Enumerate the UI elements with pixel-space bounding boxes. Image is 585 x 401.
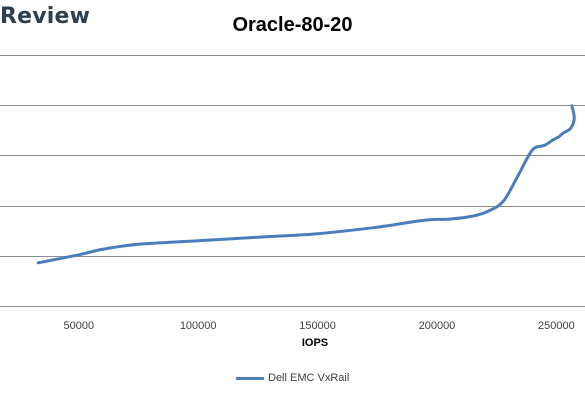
series-layer [36, 104, 576, 265]
chart-title: Oracle-80-20 [232, 14, 353, 36]
x-tick-label: 200000 [419, 320, 456, 332]
legend: Dell EMC VxRail [236, 372, 349, 384]
x-tick-labels: 50000 100000 150000 200000 250000 [63, 320, 574, 332]
x-tick-label: 100000 [180, 320, 217, 332]
x-tick-label: 50000 [63, 320, 94, 332]
x-axis-label: IOPS [301, 337, 329, 349]
brand-logo: Review [0, 4, 91, 29]
x-tick-label: 150000 [299, 320, 336, 332]
legend-label: Dell EMC VxRail [268, 372, 350, 384]
legend-swatch [236, 376, 264, 380]
x-tick-label: 250000 [538, 320, 575, 332]
series-line [36, 104, 576, 265]
gridlines [0, 55, 585, 257]
